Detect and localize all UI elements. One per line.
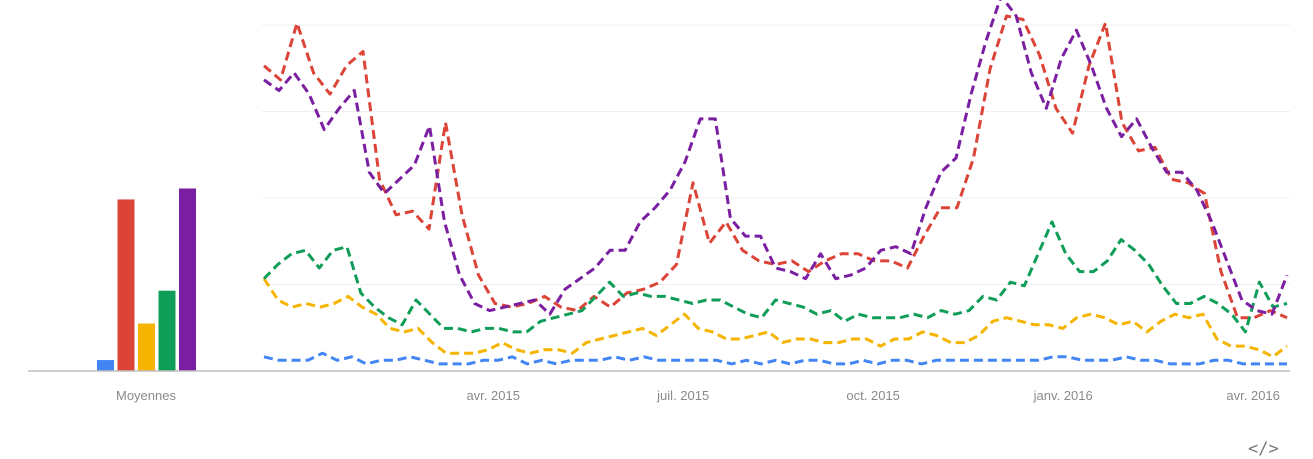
- line-series-2: [262, 277, 1288, 359]
- bar-1: [117, 199, 135, 371]
- x-tick-label: avr. 2015: [466, 388, 520, 403]
- line-series-3: [262, 220, 1288, 334]
- bar-0: [97, 360, 114, 371]
- x-tick-label: avr. 2016: [1226, 388, 1280, 403]
- x-tick-label: juil. 2015: [656, 388, 709, 403]
- line-series-1: [263, 14, 1288, 320]
- bar-4: [179, 188, 196, 371]
- bar-3: [158, 290, 176, 371]
- x-tick-label: janv. 2016: [1033, 388, 1093, 403]
- line-series-group: [262, 0, 1289, 366]
- bar-category-label: Moyennes: [116, 388, 176, 403]
- gridlines: [262, 24, 1290, 285]
- code-icon[interactable]: </>: [1248, 439, 1279, 459]
- bar-2: [138, 323, 155, 371]
- line-series-0: [263, 351, 1287, 366]
- bar-group-moyennes: [97, 188, 196, 371]
- line-series-4: [263, 0, 1289, 316]
- x-tick-label: oct. 2015: [846, 388, 900, 403]
- x-axis-ticks: avr. 2015 juil. 2015 oct. 2015 janv. 2016 av…: [466, 388, 1279, 403]
